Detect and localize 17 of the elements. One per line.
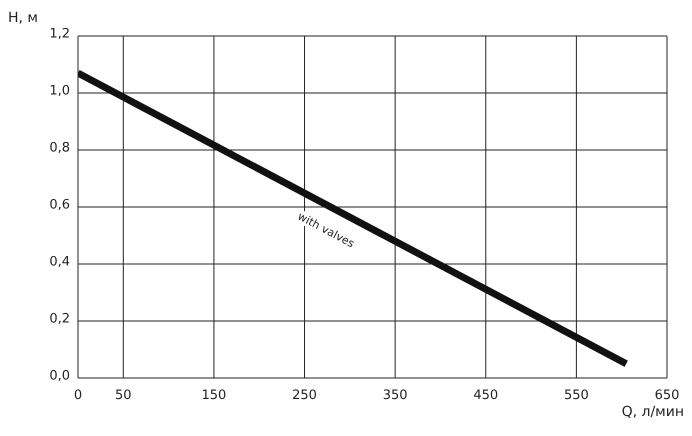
y-tick-label: 0,0 (49, 368, 70, 384)
x-axis-title: Q, л/мин (622, 404, 684, 420)
x-tick-label: 50 (115, 388, 132, 404)
y-tick-label: 1,0 (49, 84, 70, 99)
y-tick-label: 0,4 (49, 254, 70, 270)
x-tick-label: 0 (74, 388, 82, 404)
x-tick-label: 250 (292, 388, 317, 404)
x-tick-label: 450 (473, 388, 498, 404)
y-tick-label: 1,2 (49, 26, 70, 42)
x-tick-label: 550 (564, 388, 589, 404)
y-axis-title: H, м (8, 10, 38, 26)
y-tick-label: 0,6 (49, 198, 70, 213)
x-tick-label: 350 (382, 388, 408, 404)
y-tick-label: 0,2 (49, 312, 70, 327)
x-tick-label: 650 (654, 388, 680, 404)
y-tick-label: 0,8 (49, 140, 70, 156)
x-tick-label: 150 (202, 388, 226, 404)
